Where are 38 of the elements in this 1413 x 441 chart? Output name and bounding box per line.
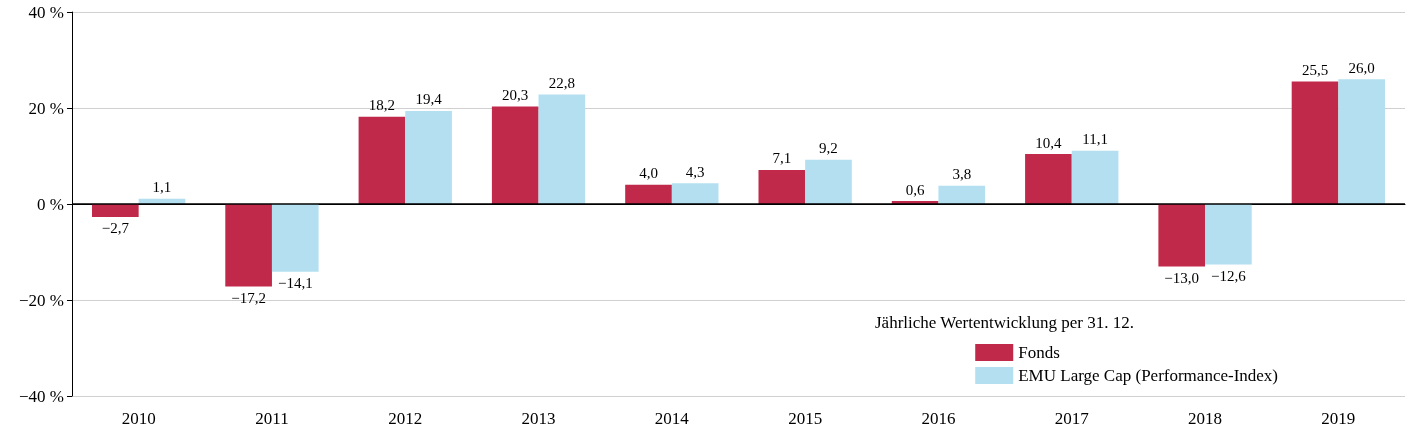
y-tick-label: 20 % — [28, 98, 64, 118]
y-tick-label: 40 % — [28, 2, 64, 22]
data-label: 4,0 — [639, 165, 658, 182]
x-tick-label: 2017 — [1054, 409, 1090, 428]
x-tick-label: 2010 — [121, 409, 156, 428]
y-tick-label: 0 % — [37, 194, 64, 214]
x-tick-label: 2019 — [1321, 409, 1356, 428]
data-label: −2,7 — [101, 220, 130, 237]
x-tick-label: 2018 — [1188, 409, 1223, 428]
data-label: 11,1 — [1082, 131, 1108, 148]
data-label: 7,1 — [772, 150, 792, 167]
data-label: 26,0 — [1348, 59, 1375, 76]
data-label: −14,1 — [277, 275, 313, 292]
data-label: −17,2 — [231, 290, 266, 307]
data-label: −13,0 — [1164, 269, 1200, 286]
y-tick-label: −40 % — [19, 386, 64, 406]
data-label: 25,5 — [1301, 62, 1329, 79]
legend-label: Fonds — [1018, 343, 1060, 362]
data-label: 10,4 — [1035, 134, 1063, 151]
x-tick-label: 2016 — [921, 409, 956, 428]
x-tick-label: 2011 — [255, 409, 289, 428]
x-tick-label: 2014 — [654, 409, 690, 428]
data-label: 1,1 — [152, 179, 172, 196]
data-label: 9,2 — [819, 140, 838, 157]
x-tick-label: 2015 — [788, 409, 823, 428]
legend-label: EMU Large Cap (Performance-Index) — [1018, 366, 1279, 385]
data-label: 20,3 — [502, 87, 529, 104]
data-label: 4,3 — [685, 163, 705, 180]
y-tick-label: −20 % — [19, 290, 64, 310]
legend-title: Jährliche Wertentwicklung per 31. 12. — [875, 313, 1134, 332]
data-label: 3,8 — [952, 166, 972, 183]
data-label: 22,8 — [548, 75, 575, 92]
x-tick-label: 2013 — [521, 409, 556, 428]
x-tick-label: 2012 — [388, 409, 423, 428]
data-label: 18,2 — [368, 97, 396, 114]
data-label: −12,6 — [1211, 267, 1247, 284]
data-label: 0,6 — [905, 181, 925, 198]
data-label: 19,4 — [415, 91, 443, 108]
